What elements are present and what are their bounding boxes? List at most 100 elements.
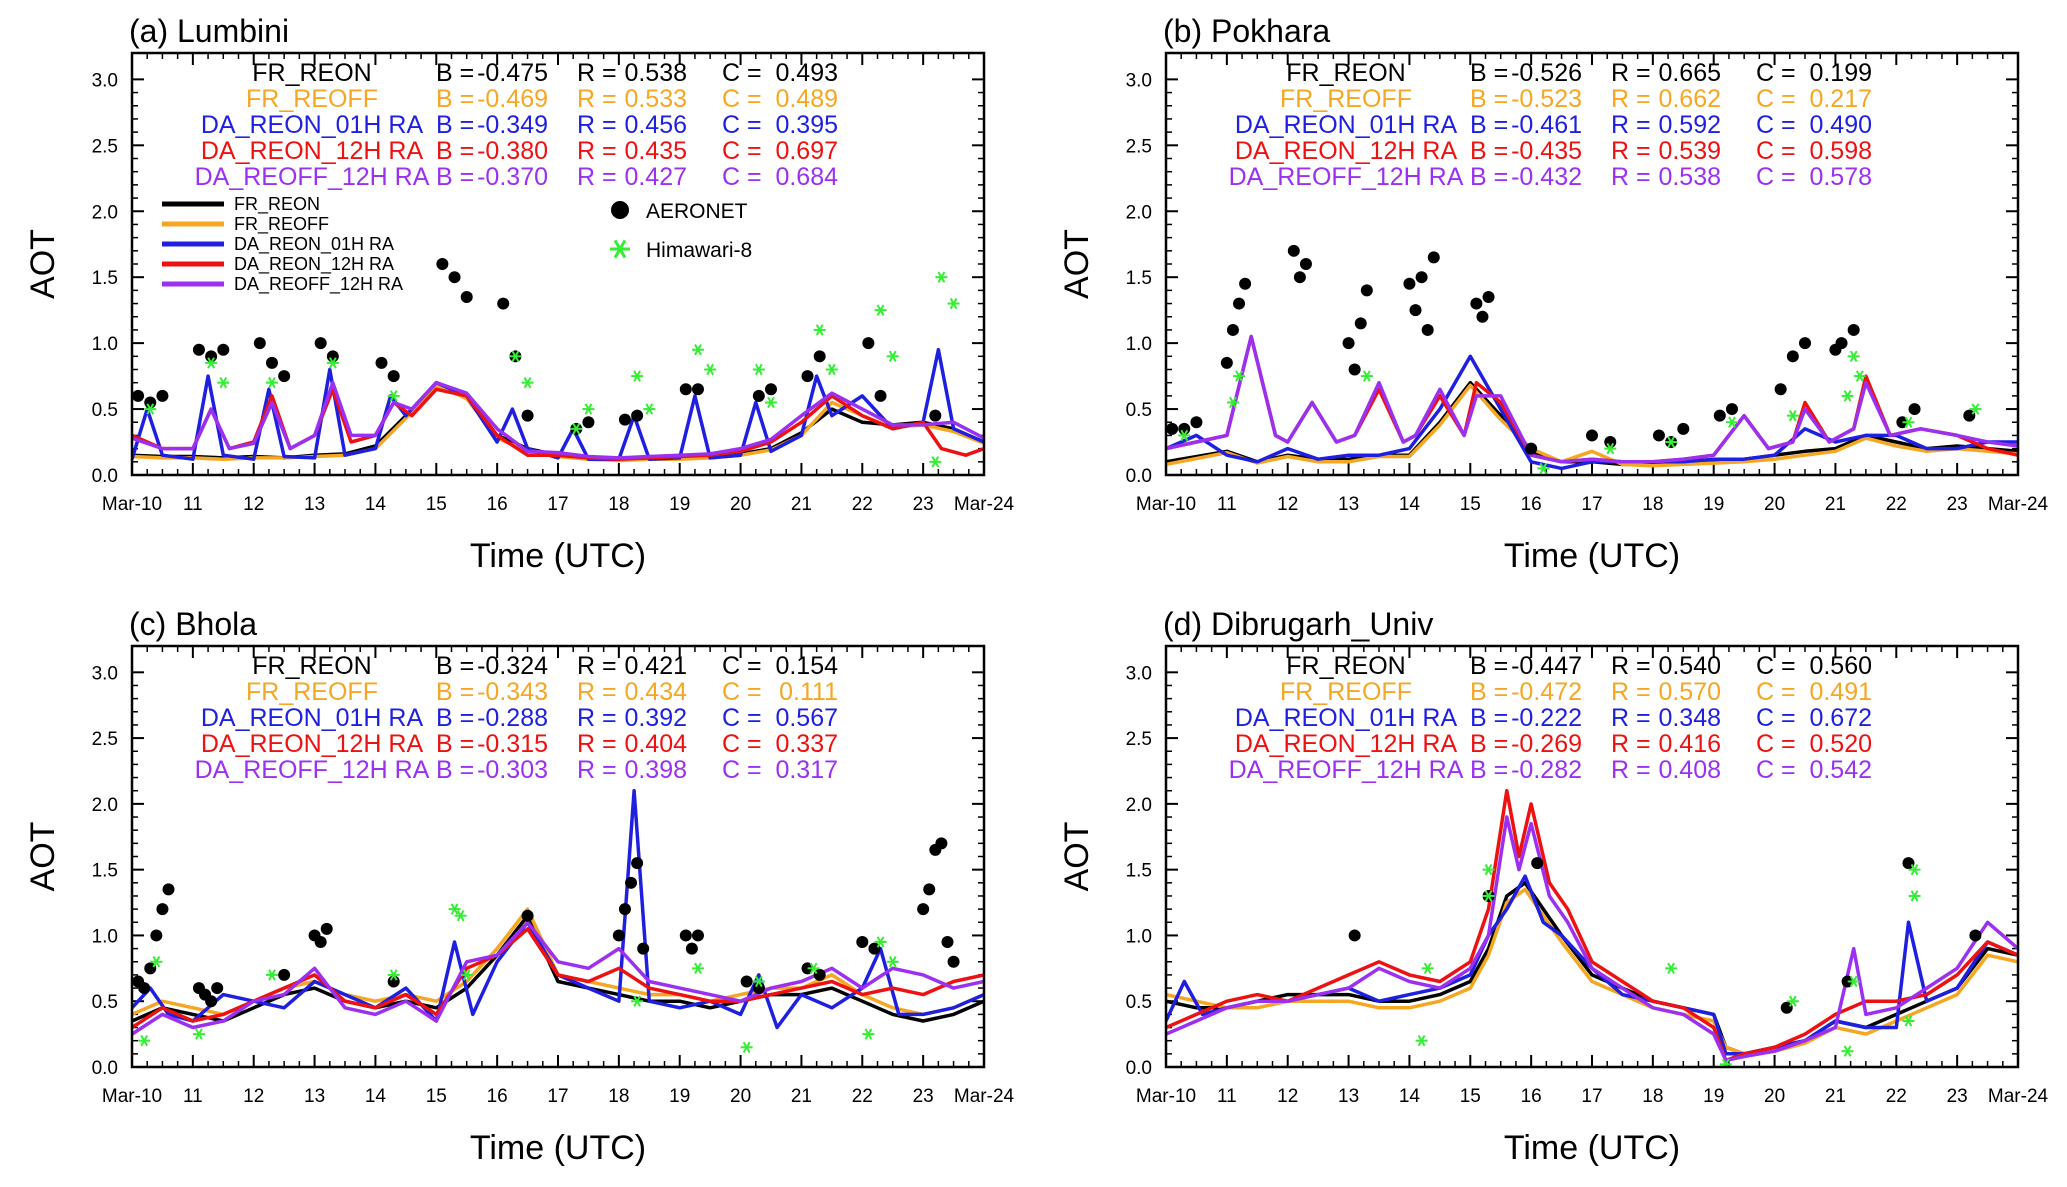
- aeronet-point: [1354, 317, 1367, 330]
- series-line-da-reon-01h-ra: [1166, 354, 2018, 471]
- stats-r-value: 0.434: [624, 678, 687, 706]
- himawari-stroke: [584, 403, 593, 415]
- data-layer: [132, 258, 984, 468]
- himawari-stroke: [1484, 890, 1493, 902]
- himawari-stroke: [219, 376, 228, 389]
- stats-r-value: 0.662: [1658, 85, 1721, 113]
- stats-c-label: C =: [722, 730, 762, 758]
- series-line-da-reoff-12h-ra: [1166, 815, 2018, 1063]
- aeronet-point: [582, 416, 595, 429]
- x-tick-label: 20: [1764, 1086, 1785, 1107]
- x-tick-label: 23: [913, 1086, 934, 1107]
- panel-title: (b) Pokhara: [1163, 13, 1330, 49]
- y-tick-label: 2.0: [92, 795, 118, 816]
- stats-c-value: 0.491: [1809, 678, 1872, 706]
- himawari-point: [1415, 1034, 1428, 1047]
- aeronet-point: [1531, 857, 1544, 870]
- aeronet-point: [1677, 422, 1690, 435]
- aeronet-point: [740, 975, 753, 988]
- stats-b-value: -0.447: [1511, 652, 1582, 680]
- x-tick-label: 17: [1581, 494, 1602, 515]
- himawari-point: [1786, 995, 1799, 1007]
- y-axis-label: AOT: [24, 822, 62, 892]
- himawari-stroke: [511, 350, 520, 363]
- chart-panel-4: (d) Dibrugarh_Univ AOT Time (UTC) 0.0 0.5 1.0…: [1058, 606, 2049, 1167]
- stats-b-value: -0.380: [477, 137, 548, 165]
- himawari-stroke: [613, 239, 627, 259]
- y-tick-label: 2.5: [92, 729, 118, 750]
- aeronet-point: [1713, 409, 1726, 422]
- himawari-stroke: [389, 390, 398, 402]
- stats-r-value: 0.538: [624, 59, 687, 87]
- stats-b-label: B =: [436, 111, 474, 139]
- stats-model-name: DA_REOFF_12H RA: [195, 163, 430, 191]
- x-tick-label: 21: [791, 1086, 812, 1107]
- stats-b-value: -0.303: [477, 756, 548, 784]
- plot-frame: [130, 644, 986, 1069]
- stats-c-value: 0.567: [775, 704, 838, 732]
- stats-model-name: FR_REON: [252, 59, 371, 87]
- stats-b-value: -0.475: [477, 59, 548, 87]
- stats-c-value: 0.489: [775, 85, 838, 113]
- himawari-point: [1725, 416, 1738, 428]
- x-tick-label: 23: [1947, 1086, 1968, 1107]
- aeronet-point: [1835, 337, 1848, 350]
- himawari-stroke: [152, 956, 161, 968]
- himawari-point: [454, 910, 467, 922]
- himawari-point: [387, 390, 400, 402]
- x-tick-label: 17: [1581, 1086, 1602, 1107]
- x-tick-label: 16: [1521, 1086, 1542, 1107]
- aeronet-point: [917, 903, 930, 916]
- stats-b-value: -0.526: [1511, 59, 1582, 87]
- himawari-stroke: [140, 1034, 149, 1047]
- aeronet-point: [326, 350, 339, 363]
- y-tick-label: 0.5: [92, 400, 118, 421]
- himawari-point: [886, 956, 899, 968]
- stats-r-value: 0.421: [624, 652, 687, 680]
- y-tick-label: 2.5: [1126, 729, 1152, 750]
- aeronet-point: [1586, 429, 1598, 442]
- stats-b-value: -0.432: [1511, 163, 1582, 191]
- stats-model-name: FR_REOFF: [246, 85, 378, 113]
- himawari-stroke: [815, 324, 824, 336]
- y-tick-label: 1.0: [92, 334, 118, 355]
- stats-c-label: C =: [722, 85, 762, 113]
- x-tick-label: Mar-10: [102, 1086, 162, 1107]
- legend-label: FR_REOFF: [234, 214, 329, 235]
- himawari-point: [265, 376, 278, 389]
- stats-b-label: B =: [1470, 59, 1508, 87]
- aeronet-point: [1190, 416, 1203, 429]
- himawari-stroke: [706, 363, 715, 376]
- aeronet-point: [156, 389, 169, 402]
- himawari-stroke: [931, 456, 940, 468]
- aeronet-point: [205, 995, 218, 1008]
- x-axis-label: Time (UTC): [470, 537, 646, 575]
- aeronet-point: [862, 337, 875, 350]
- x-tick-label: 14: [1399, 1086, 1421, 1107]
- stats-b-label: B =: [436, 59, 474, 87]
- stats-r-value: 0.408: [1658, 756, 1721, 784]
- x-tick-label: Mar-10: [102, 494, 162, 515]
- aeronet-point: [1360, 284, 1373, 297]
- legend-label: DA_REOFF_12H RA: [234, 274, 403, 295]
- himawari-stroke: [268, 969, 276, 981]
- aeronet-point: [1725, 403, 1738, 416]
- y-tick-label: 2.5: [92, 136, 118, 157]
- stats-block: FR_REON B = -0.324 R = 0.421 C = 0.154FR_REOFF…: [195, 652, 838, 784]
- x-tick-label: 15: [1460, 1086, 1481, 1107]
- stats-r-label: R =: [1611, 678, 1651, 706]
- himawari-stroke: [1484, 863, 1493, 876]
- stats-b-label: B =: [1470, 85, 1508, 113]
- aeronet-point: [1908, 403, 1921, 416]
- himawari-stroke: [1855, 370, 1864, 382]
- stats-r-label: R =: [577, 756, 617, 784]
- stats-c-value: 0.111: [779, 678, 838, 706]
- himawari-stroke: [809, 962, 818, 975]
- himawari-stroke: [1235, 370, 1243, 382]
- y-axis-label: AOT: [1058, 822, 1096, 892]
- x-tick-label: 14: [1399, 494, 1421, 515]
- stats-r-value: 0.398: [624, 756, 687, 784]
- series-line-da-reoff-12h-ra: [132, 920, 984, 1036]
- himawari-point: [1482, 890, 1495, 902]
- aeronet-point: [935, 837, 948, 850]
